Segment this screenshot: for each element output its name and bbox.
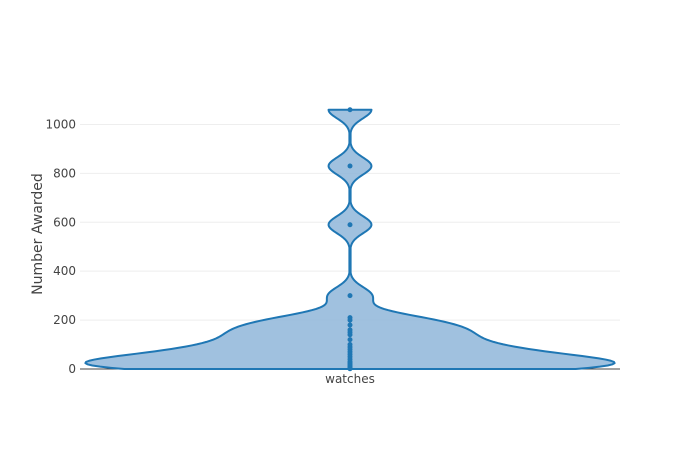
y-tick-label: 0 bbox=[68, 362, 76, 376]
violin-point bbox=[347, 322, 353, 328]
y-tick-label: 1000 bbox=[45, 117, 76, 131]
violin-point bbox=[347, 337, 353, 343]
y-tick-label: 800 bbox=[53, 166, 76, 180]
violin-point bbox=[347, 293, 353, 299]
y-tick-label: 400 bbox=[53, 264, 76, 278]
tick-layer: 0 200 400 600 800 1000 watches bbox=[45, 117, 374, 386]
y-axis-title: Number Awarded bbox=[30, 173, 46, 295]
violin-shape bbox=[84, 108, 616, 370]
violin-point bbox=[347, 342, 353, 348]
violin-point bbox=[347, 163, 353, 169]
violin-layer bbox=[84, 107, 616, 372]
violin-point bbox=[347, 327, 353, 333]
violin-point bbox=[347, 315, 353, 321]
y-tick-label: 600 bbox=[53, 215, 76, 229]
y-tick-label: 200 bbox=[53, 313, 76, 327]
x-tick-label: watches bbox=[325, 372, 375, 386]
violin-point bbox=[347, 222, 353, 228]
violin-point bbox=[347, 107, 353, 113]
